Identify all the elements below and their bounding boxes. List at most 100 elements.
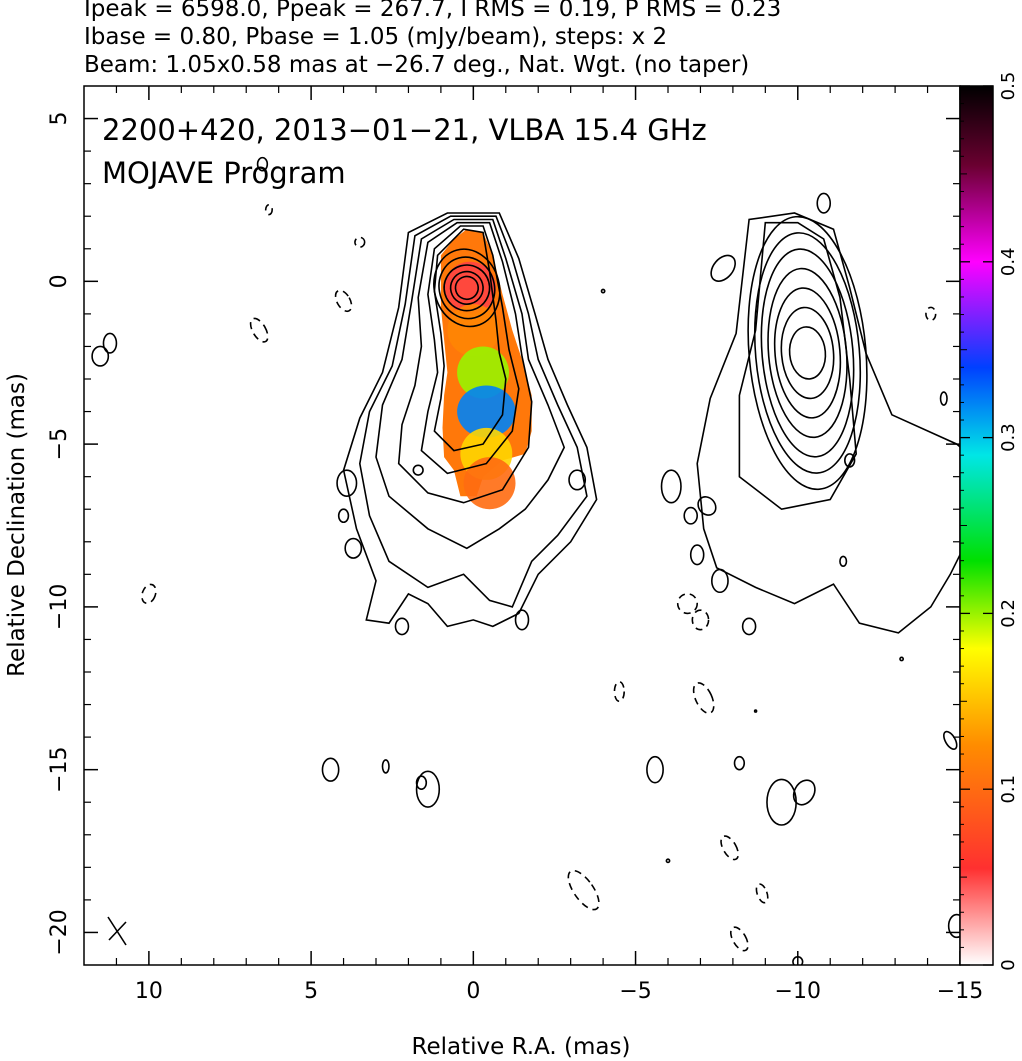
core-contour bbox=[454, 275, 480, 301]
contour bbox=[256, 156, 269, 172]
contour bbox=[567, 869, 600, 911]
pol-contour bbox=[760, 248, 855, 458]
jet-contour bbox=[420, 225, 520, 475]
contour bbox=[249, 317, 269, 343]
map-annotation-line-2: MOJAVE Program bbox=[102, 156, 346, 190]
contour bbox=[334, 289, 353, 313]
contour bbox=[394, 617, 410, 636]
core-contour bbox=[443, 264, 491, 312]
contour bbox=[354, 236, 366, 248]
x-tick-label: 10 bbox=[135, 979, 163, 1004]
jet-outer-contour bbox=[342, 212, 598, 628]
x-tick-label: −10 bbox=[775, 979, 821, 1004]
x-tick-label: −15 bbox=[937, 979, 983, 1004]
x-ticks: 10 5 0 −5 −10 −15 bbox=[115, 86, 983, 1004]
pol-contour bbox=[738, 221, 858, 511]
contour bbox=[514, 609, 530, 631]
header-line-3: Beam: 1.05x0.58 mas at −26.7 deg., Nat. … bbox=[84, 52, 750, 78]
x-tick-label: −5 bbox=[619, 979, 651, 1004]
contour bbox=[733, 755, 746, 771]
contour bbox=[646, 755, 664, 784]
jet-contour bbox=[375, 218, 566, 550]
contour bbox=[844, 453, 856, 468]
contour bbox=[415, 770, 441, 808]
plot-frame bbox=[83, 85, 961, 966]
polarization-blob bbox=[457, 385, 516, 438]
core-contour bbox=[449, 270, 484, 305]
polarization-blob bbox=[457, 346, 510, 399]
contour bbox=[141, 583, 157, 605]
y-tick-label: 5 bbox=[47, 112, 72, 126]
contour bbox=[766, 778, 797, 826]
contour bbox=[102, 332, 118, 354]
jet-contour bbox=[433, 228, 507, 452]
pol-contour bbox=[788, 326, 827, 380]
colorbar-tick-label: 0.2 bbox=[998, 599, 1019, 628]
contour bbox=[336, 469, 358, 497]
colorbar-tick-label: 0.3 bbox=[998, 423, 1019, 452]
colorbar-tick-label: 0.1 bbox=[998, 775, 1019, 804]
contour bbox=[683, 506, 699, 525]
contour bbox=[729, 926, 749, 952]
contour bbox=[755, 883, 769, 904]
contour bbox=[710, 254, 736, 282]
x-tick-label: 5 bbox=[304, 979, 318, 1004]
contour bbox=[753, 709, 758, 713]
jet-contour bbox=[397, 221, 533, 504]
pol-outer-contour bbox=[696, 212, 960, 634]
contour bbox=[344, 537, 363, 559]
contour bbox=[689, 544, 705, 566]
y-tick-label: −15 bbox=[47, 746, 72, 792]
contour bbox=[925, 306, 937, 322]
map-annotation-line-1: 2200+420, 2013−01−21, VLBA 15.4 GHz bbox=[102, 113, 707, 147]
colorbar-tick-label: 0.4 bbox=[998, 247, 1019, 276]
x-tick-label: 0 bbox=[466, 979, 480, 1004]
beam-ellipse-symbol bbox=[107, 916, 127, 946]
contour bbox=[939, 391, 948, 406]
contour bbox=[321, 757, 340, 782]
header-line-2: Ibase = 0.80, Pbase = 1.05 (mJy/beam), s… bbox=[84, 24, 668, 50]
polarization-color-layer bbox=[440, 229, 532, 510]
contour bbox=[91, 345, 110, 367]
contour bbox=[792, 779, 816, 806]
contour bbox=[697, 496, 717, 516]
colorbar-ticks: 0 0.1 0.2 0.3 0.4 0.5 bbox=[960, 72, 1019, 971]
jet-outer-contour bbox=[358, 215, 588, 608]
contour bbox=[741, 617, 757, 636]
y-tick-label: −10 bbox=[47, 584, 72, 630]
contour bbox=[943, 730, 958, 750]
polarization-blob bbox=[463, 457, 516, 510]
y-tick-label: 0 bbox=[47, 274, 72, 288]
contour bbox=[899, 656, 905, 662]
contour bbox=[600, 288, 606, 294]
contour bbox=[660, 469, 682, 504]
contour bbox=[692, 682, 715, 714]
y-tick-label: −5 bbox=[47, 428, 72, 460]
header-line-1: Ipeak = 6598.0, Ppeak = 267.7, I RMS = 0… bbox=[84, 0, 782, 22]
contour bbox=[381, 759, 390, 774]
contour bbox=[415, 775, 428, 791]
x-axis-title: Relative R.A. (mas) bbox=[412, 1034, 631, 1060]
contour bbox=[568, 469, 587, 491]
colorbar-tick-label: 0 bbox=[998, 959, 1019, 970]
pol-contour bbox=[780, 306, 835, 400]
contour bbox=[691, 609, 710, 631]
contour bbox=[816, 192, 832, 214]
contour bbox=[947, 913, 960, 939]
contour-layer bbox=[91, 156, 960, 965]
y-axis-title: Relative Declination (mas) bbox=[4, 373, 30, 677]
y-tick-label: −20 bbox=[47, 909, 72, 955]
pol-contour bbox=[753, 232, 862, 474]
y-ticks: 5 0 −5 −10 −15 −20 bbox=[47, 112, 960, 956]
contour bbox=[412, 464, 424, 476]
core-contour bbox=[438, 256, 496, 320]
pol-contour bbox=[773, 287, 842, 419]
contour bbox=[839, 555, 848, 567]
contour bbox=[613, 680, 626, 703]
contour bbox=[711, 568, 729, 594]
colorbar-tick-label: 0.5 bbox=[998, 72, 1019, 101]
contour bbox=[665, 858, 671, 864]
contour bbox=[264, 204, 273, 216]
contour bbox=[676, 593, 699, 615]
